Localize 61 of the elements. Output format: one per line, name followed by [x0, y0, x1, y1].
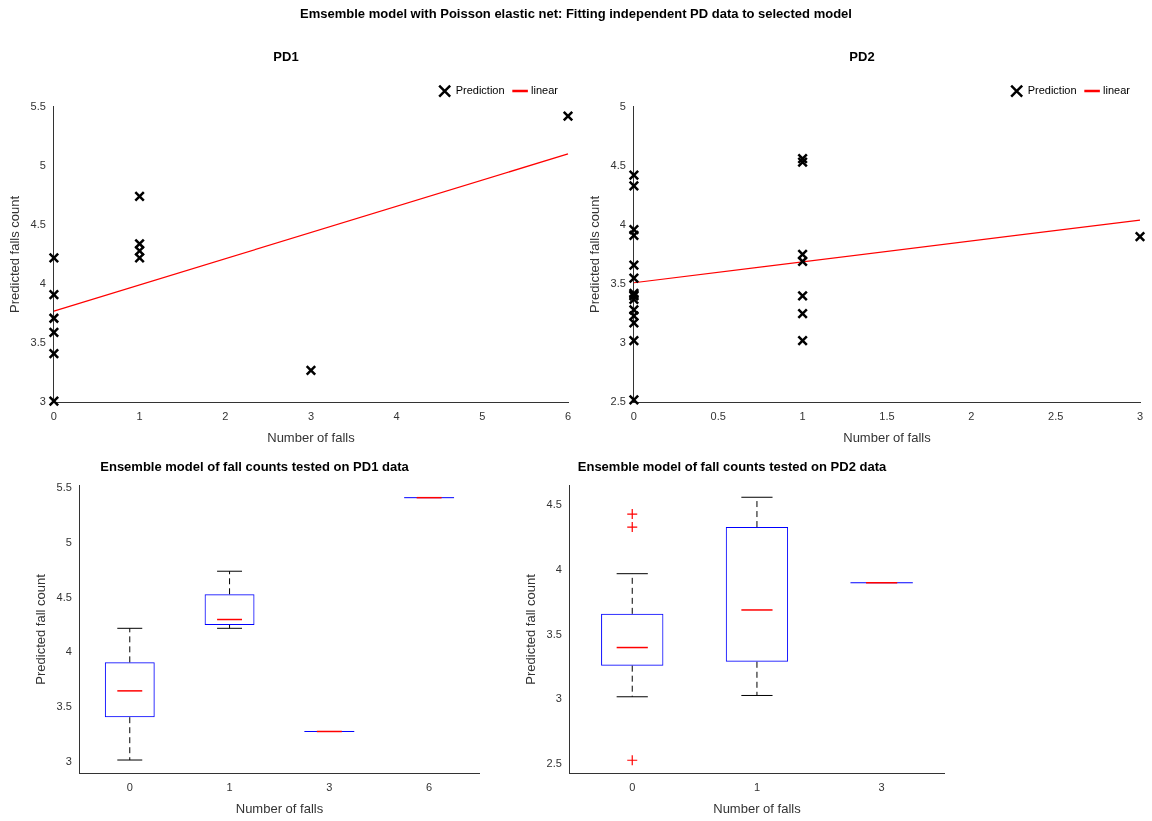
y-tick-label: 2.5	[610, 395, 626, 408]
x-tick-label: 4	[393, 409, 400, 422]
legend-label: linear	[1103, 84, 1131, 97]
x-axis-title: Number of falls	[843, 429, 932, 445]
y-tick-label: 3	[555, 692, 562, 705]
y-tick-label: 3.5	[610, 276, 626, 289]
legend-label: Prediction	[1027, 84, 1077, 97]
y-axis-title: Predicted fall count	[523, 573, 539, 685]
x-tick-label: 6	[426, 780, 433, 793]
x-axis-title: Number of falls	[235, 800, 324, 816]
y-tick-label: 4.5	[610, 158, 626, 171]
y-tick-label: 4	[39, 276, 46, 289]
x-tick-label: 3	[1136, 409, 1144, 422]
legend-label: Prediction	[455, 84, 505, 97]
x-tick-label: 0	[630, 409, 637, 422]
y-tick-label: 4.5	[546, 498, 562, 511]
x-tick-label: 0	[50, 409, 57, 422]
y-tick-label: 3	[39, 395, 46, 408]
text: Emsemble model with Poisson elastic net: Fitting independent PD data to selected model	[299, 6, 853, 21]
x-tick-label: 5	[479, 409, 486, 422]
x-tick-label: 1.5	[879, 409, 895, 422]
y-tick-label: 4	[619, 217, 626, 230]
y-tick-label: 4	[555, 562, 562, 575]
x-tick-label: 1	[753, 780, 761, 793]
y-tick-label: 5.5	[30, 99, 46, 112]
y-tick-label: 4	[65, 645, 72, 658]
y-tick-label: 5	[39, 158, 46, 171]
y-tick-label: 3	[65, 755, 72, 768]
x-axis-title: Number of falls	[267, 429, 356, 445]
x-tick-label: 2	[222, 409, 229, 422]
y-axis-title: Predicted falls count	[587, 195, 603, 313]
chart-title: PD1	[273, 49, 299, 65]
legend-label: linear	[531, 84, 559, 97]
x-tick-label: 3	[307, 409, 315, 422]
y-tick-label: 5	[65, 535, 72, 548]
x-tick-label: 3	[326, 780, 333, 793]
x-tick-label: 1	[799, 409, 806, 422]
chart-title: PD2	[849, 49, 875, 65]
chart-title: Ensemble model of fall counts tested on PD1 data	[100, 459, 410, 475]
x-tick-label: 2	[968, 409, 975, 422]
y-tick-label: 4.5	[30, 217, 46, 230]
y-tick-label: 3.5	[30, 336, 46, 349]
x-tick-label: 2.5	[1048, 409, 1064, 422]
y-tick-label: 4.5	[56, 590, 72, 603]
x-tick-label: 0.5	[710, 409, 726, 422]
x-tick-label: 0	[126, 780, 133, 793]
y-tick-label: 3.5	[546, 627, 562, 640]
x-tick-label: 1	[226, 780, 233, 793]
x-tick-label: 3	[878, 780, 885, 793]
x-tick-label: 1	[136, 409, 143, 422]
y-tick-label: 2.5	[546, 757, 562, 770]
y-tick-label: 5	[619, 99, 626, 112]
y-tick-label: 3.5	[56, 700, 72, 713]
y-tick-label: 5.5	[56, 480, 72, 493]
x-tick-label: 6	[564, 409, 572, 422]
y-tick-label: 3	[619, 336, 626, 349]
chart-title: Ensemble model of fall counts tested on PD2 data	[577, 459, 887, 475]
x-axis-title: Number of falls	[713, 800, 802, 816]
y-axis-title: Predicted fall count	[33, 573, 49, 685]
y-axis-title: Predicted falls count	[7, 195, 23, 313]
x-tick-label: 0	[629, 780, 636, 793]
